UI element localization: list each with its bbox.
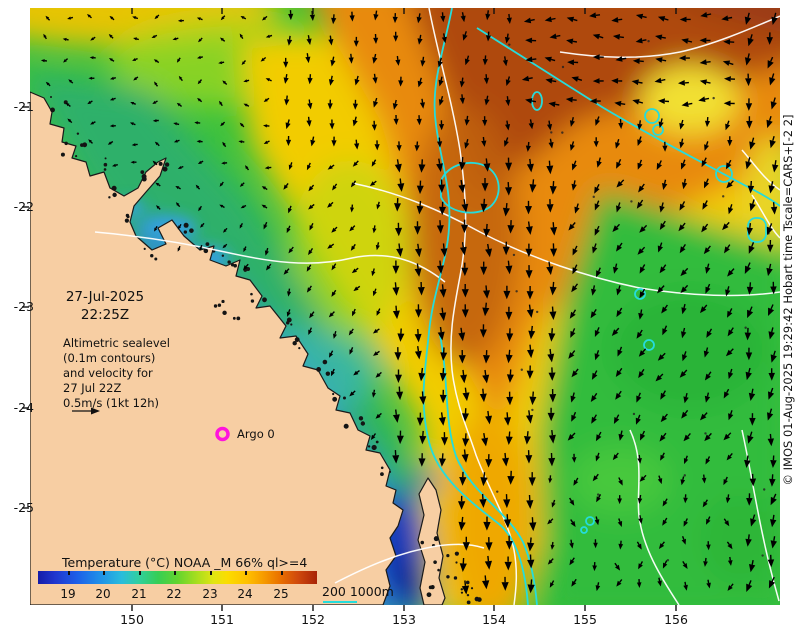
argo-label: Argo 0 <box>237 427 275 441</box>
colorbar-tick-label: 24 <box>237 587 253 601</box>
fraser-island <box>417 477 446 605</box>
x-tick-label: 154 <box>482 612 506 627</box>
x-tick-label: 155 <box>573 612 597 627</box>
info-line-1: Altimetric sealevel <box>63 336 170 350</box>
axis-tick-marks <box>22 8 677 611</box>
map-time: 22:25Z <box>80 307 130 323</box>
y-tick-label: -24 <box>13 400 34 415</box>
velocity-scale-arrow <box>72 407 100 415</box>
colorbar-gradient <box>38 571 317 584</box>
y-tick-label: -23 <box>13 299 34 314</box>
imos-credit-text: © IMOS 01-Aug-2025 19:29:42 Hobart time … <box>781 114 795 486</box>
argo-float-marker <box>215 426 230 442</box>
y-tick-label: -21 <box>13 99 34 114</box>
velocity-arrow-shafts <box>44 10 777 587</box>
y-tick-label: -25 <box>13 500 34 515</box>
land-mass <box>30 91 404 605</box>
x-tick-label: 156 <box>664 612 688 627</box>
x-tick-label: 153 <box>392 612 416 627</box>
island-speckles <box>50 96 482 605</box>
colorbar-title: Temperature (°C) NOAA _M 66% ql>=4 <box>62 555 308 570</box>
info-line-3: and velocity for <box>63 366 153 380</box>
colorbar-tick-label: 25 <box>273 587 289 601</box>
x-tick-label: 150 <box>120 612 144 627</box>
x-tick-label: 151 <box>210 612 234 627</box>
y-tick-label: -22 <box>13 199 34 214</box>
colorbar-tick-label: 22 <box>166 587 182 601</box>
bathy-legend-text: 200 1000m <box>322 584 394 599</box>
colorbar-tick-label: 23 <box>202 587 218 601</box>
x-tick-label: 152 <box>301 612 325 627</box>
colorbar-tick-label: 20 <box>95 587 111 601</box>
info-line-4: 27 Jul 22Z <box>63 381 122 395</box>
info-line-2: (0.1m contours) <box>63 351 156 365</box>
colorbar-tick-label: 21 <box>131 587 147 601</box>
colorbar-tick-label: 19 <box>60 587 76 601</box>
map-date: 27-Jul-2025 <box>65 289 145 305</box>
info-line-5: 0.5m/s (1kt 12h) <box>63 396 160 410</box>
